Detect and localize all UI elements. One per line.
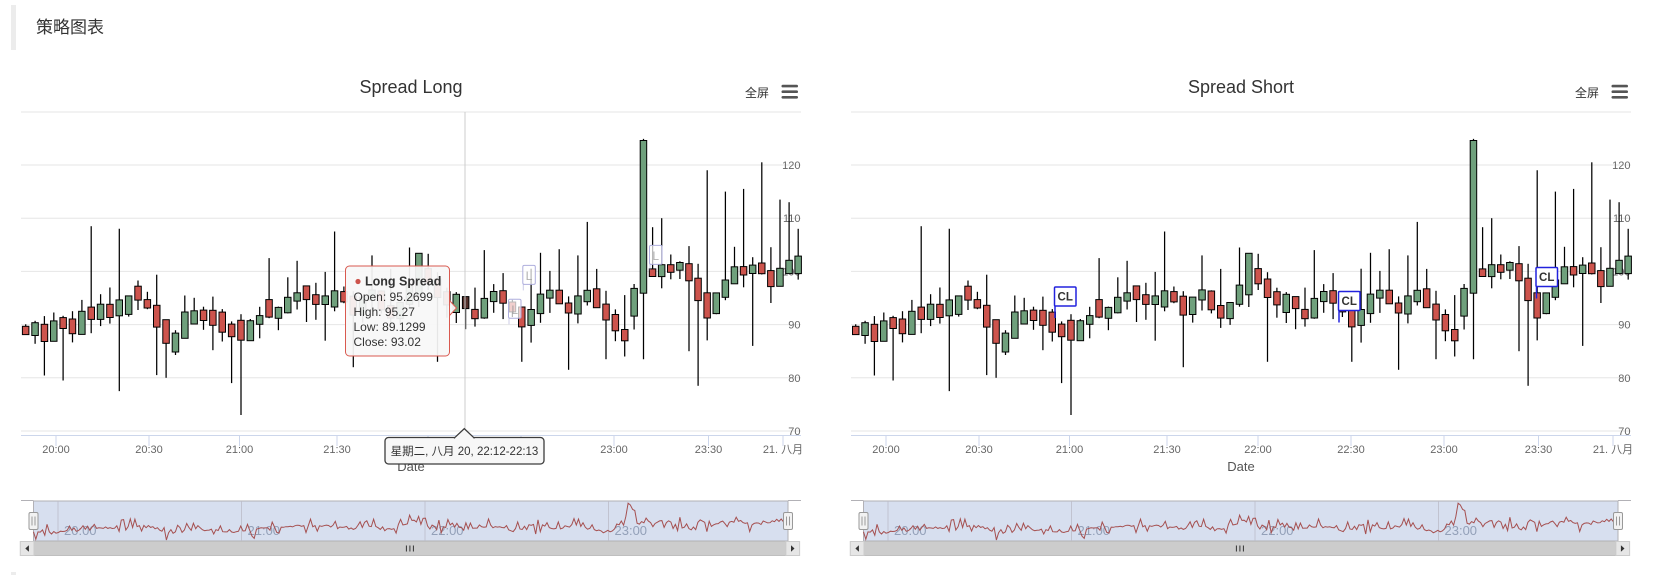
svg-text:70: 70	[1618, 426, 1630, 438]
svg-text:CL: CL	[1539, 272, 1554, 284]
svg-text:Long Spread: Long Spread	[365, 275, 441, 289]
svg-text:全屏: 全屏	[745, 85, 769, 100]
svg-text:星期二, 八月 20, 22:12-22:13: 星期二, 八月 20, 22:12-22:13	[391, 445, 539, 458]
svg-text:23:00: 23:00	[1430, 444, 1458, 456]
svg-text:80: 80	[788, 373, 800, 385]
svg-text:21:00: 21:00	[226, 444, 254, 456]
svg-text:20:30: 20:30	[965, 444, 993, 456]
svg-text:策略图表: 策略图表	[36, 18, 104, 37]
svg-text:70: 70	[788, 426, 800, 438]
svg-text:L: L	[652, 249, 659, 263]
svg-text:21:30: 21:30	[1153, 444, 1181, 456]
svg-text:23:00: 23:00	[1445, 523, 1478, 538]
svg-text:110: 110	[1613, 213, 1631, 225]
svg-text:20:00: 20:00	[42, 444, 70, 456]
svg-text:L: L	[526, 269, 533, 283]
svg-text:High: 95.27: High: 95.27	[354, 305, 416, 319]
svg-text:23:00: 23:00	[615, 523, 648, 538]
svg-text:22:00: 22:00	[1244, 444, 1272, 456]
svg-text:20:00: 20:00	[894, 523, 927, 538]
svg-text:Spread Long: Spread Long	[359, 77, 462, 97]
svg-text:全屏: 全屏	[1575, 85, 1599, 100]
svg-text:21:00: 21:00	[1056, 444, 1084, 456]
svg-text:Close: 93.02: Close: 93.02	[354, 335, 422, 349]
svg-text:90: 90	[1618, 320, 1630, 332]
svg-text:20:30: 20:30	[135, 444, 163, 456]
svg-text:21:30: 21:30	[323, 444, 351, 456]
svg-text:CL: CL	[1342, 296, 1357, 308]
svg-text:Low: 89.1299: Low: 89.1299	[354, 320, 426, 334]
svg-text:21. 八月: 21. 八月	[1593, 444, 1633, 456]
svg-text:120: 120	[782, 160, 800, 172]
svg-text:Spread Short: Spread Short	[1188, 77, 1294, 97]
svg-text:CL: CL	[1058, 292, 1073, 304]
svg-text:110: 110	[783, 213, 801, 225]
svg-text:22:00: 22:00	[1261, 523, 1294, 538]
svg-text:23:30: 23:30	[695, 444, 723, 456]
svg-text:23:30: 23:30	[1525, 444, 1553, 456]
svg-text:20:00: 20:00	[872, 444, 900, 456]
svg-text:120: 120	[1612, 160, 1630, 172]
svg-text:L: L	[511, 303, 518, 317]
svg-text:22:00: 22:00	[431, 523, 464, 538]
svg-text:23:00: 23:00	[600, 444, 628, 456]
svg-text:21. 八月: 21. 八月	[763, 444, 803, 456]
svg-text:90: 90	[788, 320, 800, 332]
svg-text:Date: Date	[1227, 459, 1254, 474]
svg-text:20:00: 20:00	[64, 523, 97, 538]
svg-text:Open: 95.2699: Open: 95.2699	[354, 290, 434, 304]
svg-text:80: 80	[1618, 373, 1630, 385]
svg-text:22:30: 22:30	[1337, 444, 1365, 456]
